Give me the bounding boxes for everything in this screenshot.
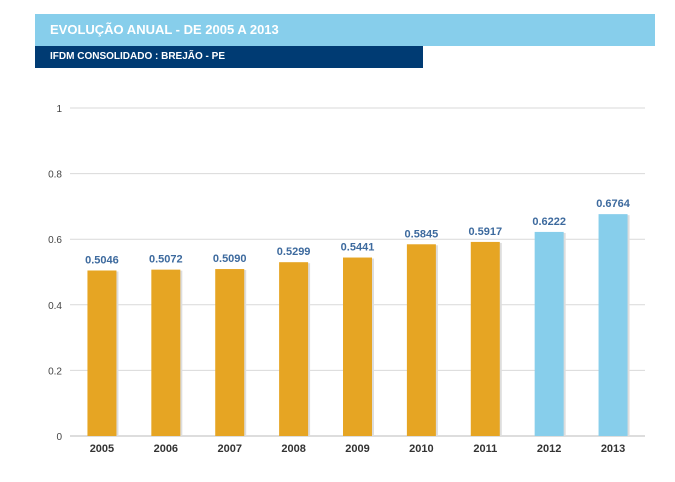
bar — [215, 269, 245, 436]
data-label: 0.5845 — [405, 228, 439, 240]
x-tick-label: 2006 — [154, 443, 178, 455]
label-layer: 0 0.2 0.4 0.6 0.8 1 0.5046 2005 0.5072 2006 0.5090… — [48, 104, 631, 455]
bar — [151, 269, 181, 436]
bar — [470, 241, 500, 436]
data-label: 0.5299 — [277, 246, 311, 258]
bar — [279, 262, 309, 436]
data-label: 0.6222 — [532, 216, 566, 228]
x-tick-label: 2008 — [281, 443, 305, 455]
y-tick-label: 0.2 — [48, 366, 62, 377]
data-label: 0.5046 — [85, 254, 119, 266]
x-tick-label: 2012 — [537, 443, 561, 455]
y-tick-label: 0 — [56, 432, 62, 443]
y-tick-label: 0.4 — [48, 301, 62, 312]
data-label: 0.5072 — [149, 254, 183, 266]
y-tick-label: 0.8 — [48, 170, 62, 181]
y-tick-label: 0.6 — [48, 235, 62, 246]
data-label: 0.5441 — [341, 242, 375, 254]
x-tick-label: 2013 — [601, 443, 625, 455]
data-label: 0.6764 — [596, 198, 631, 210]
bar — [598, 214, 628, 436]
x-tick-label: 2007 — [217, 443, 241, 455]
bar — [343, 257, 372, 436]
x-tick-label: 2011 — [473, 443, 497, 455]
data-label: 0.5090 — [213, 253, 247, 265]
x-tick-label: 2005 — [90, 443, 114, 455]
bar — [87, 270, 117, 436]
bar — [406, 244, 436, 436]
chart-subtitle: IFDM CONSOLIDADO : BREJÃO - PE — [35, 46, 423, 68]
chart-title: EVOLUÇÃO ANUAL - DE 2005 A 2013 — [35, 14, 655, 46]
x-tick-label: 2009 — [345, 443, 369, 455]
data-label: 0.5917 — [468, 226, 502, 238]
x-tick-label: 2010 — [409, 443, 433, 455]
bar-layer — [87, 214, 630, 436]
y-tick-label: 1 — [56, 104, 62, 115]
bar — [534, 231, 564, 436]
